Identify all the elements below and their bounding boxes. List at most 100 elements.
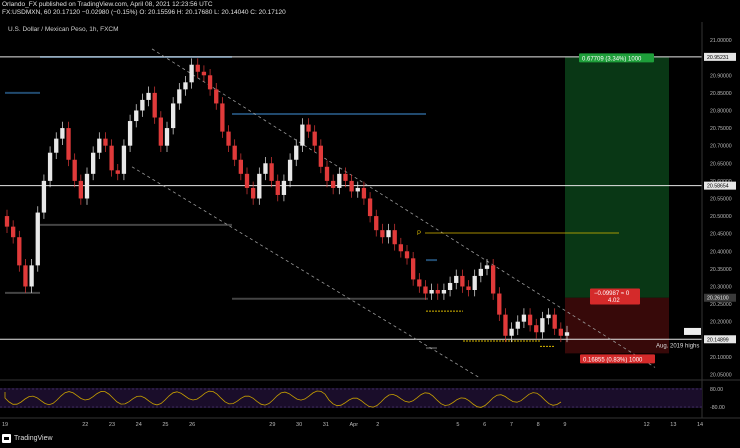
candle-body [497,293,502,315]
candle-body [515,321,520,329]
price-tick-label: 20.20000 [710,320,732,326]
candle-body [374,216,379,231]
candle-body [164,128,170,146]
level-price-text: 20.58654 [707,184,729,190]
candle-body [435,290,440,294]
candle-body [503,314,508,336]
candle-body [201,71,207,76]
time-tick-label: 25 [162,422,168,428]
stop-label-text: 0.16855 (0.83%) 1000 [583,357,643,363]
price-tick-label: 20.35000 [710,267,732,273]
candle-body [460,275,465,287]
time-tick-label: 23 [109,422,115,428]
symbol-bar: FX:USDMXN, 60 20.17120 −0.02980 (−0.15%)… [2,9,286,17]
time-tick-label: 14 [697,422,703,428]
price-tick-label: 20.50000 [710,214,732,220]
footer-brand: TradingView [2,434,53,443]
rsi-band [0,388,702,408]
candle-body [287,159,293,181]
candle-body [91,152,96,174]
candle-body [35,212,40,266]
price-tick-label: 20.45000 [710,232,732,238]
rsi-level-label: 80.00 [710,387,723,393]
rsi-line [4,390,562,408]
brand-name: TradingView [14,435,53,442]
candle-body [558,328,563,336]
price-tick-label: 20.40000 [710,249,732,255]
candle-body [386,230,391,238]
price-tick-label: 20.55000 [710,196,732,202]
candle-body [540,318,545,333]
candle-body [251,187,256,199]
candle-body [84,173,90,199]
price-tick-label: 20.80000 [710,108,732,114]
candle-body [195,64,200,72]
price-tick-label: 20.30000 [710,284,732,290]
candle-body [300,124,305,146]
candle-body [552,314,557,329]
candle-body [441,290,447,294]
center-label-line1: −0.09987 ≈ 0 [594,291,630,297]
candle-body [275,180,280,195]
candle-body [121,145,127,174]
candle-body [238,159,243,174]
symbol-timeframe[interactable]: FX:USDMXN, 60 [2,9,52,16]
aug-2019-highs-label: Aug. 2019 highs [656,343,699,349]
center-label-box [590,288,640,305]
candle-body [521,314,527,322]
time-tick-label: 12 [644,422,650,428]
candle-body [491,265,496,294]
level-price-text: 20.95231 [707,55,729,61]
last-price: 20.17120 [52,9,81,16]
candle-body [331,180,336,188]
price-tick-label: 20.75000 [710,126,732,132]
time-tick-label: 29 [269,422,275,428]
candle-body [134,110,139,122]
candle-body [72,159,77,181]
candle-body [263,163,268,174]
stop-label-box [580,354,655,364]
candle-body [103,138,108,146]
candle-body [281,180,287,195]
profit-zone [565,56,669,298]
candle-body [158,117,163,146]
price-tick-label: 21.00000 [710,38,732,44]
time-tick-label: 8 [537,422,540,428]
candle-body [324,166,330,181]
candle-body [484,265,490,269]
entry-price-text: 20.26100 [707,296,729,302]
candle-body [355,187,360,192]
price-tick-label: 20.85000 [710,91,732,97]
time-tick-label: 5 [456,422,459,428]
publish-info: Orlando_FX published on TradingView.com,… [2,1,213,8]
level-price-text: 20.14899 [707,337,729,343]
level-price-tag [704,52,736,61]
time-tick-label: 22 [82,422,88,428]
time-tick-label: 6 [483,422,486,428]
target-label-text: 0.67709 (3.34%) 1000 [582,56,642,62]
candle-body [257,173,262,199]
time-tick-label: 19 [2,422,8,428]
candle-body [447,282,453,290]
candle-body [343,173,348,181]
candle-body [17,237,22,266]
candle-body [189,64,194,83]
candle-body [11,226,16,238]
channel-bottom-line [131,166,481,379]
candle-body [429,290,434,294]
candle-body [423,286,428,294]
candle-body [146,92,151,100]
candle-body [534,325,539,333]
candle-body [564,332,570,336]
candle-body [472,275,477,290]
candle-body [404,251,410,259]
ohlc-values: O: 20.15596 H: 20.17680 L: 20.14040 C: 2… [139,9,286,16]
candle-body [214,89,219,104]
time-tick-label: 13 [670,422,676,428]
tradingview-logo-icon [2,434,11,443]
candle-body [109,145,114,171]
entry-price-tag [704,293,736,302]
candle-body [269,163,274,181]
candle-body [318,145,323,167]
